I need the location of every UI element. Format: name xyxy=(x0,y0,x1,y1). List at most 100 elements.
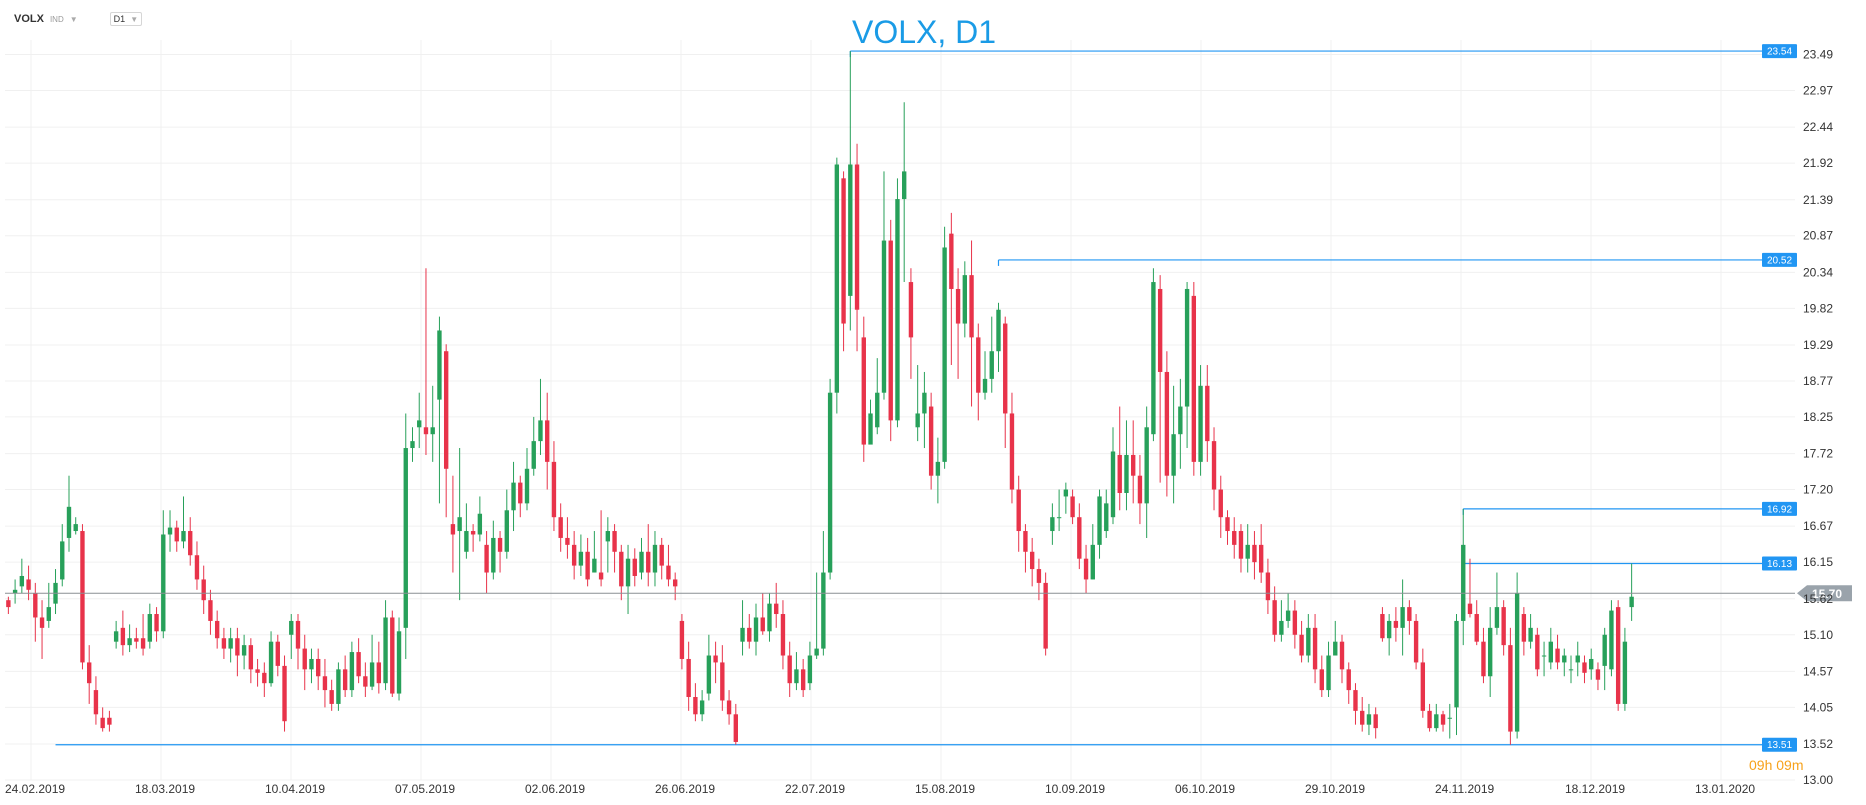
candle-body xyxy=(1144,427,1149,504)
candle-body xyxy=(120,627,126,646)
candle-body xyxy=(1474,614,1479,642)
candle-body xyxy=(235,638,240,656)
candle-body xyxy=(1326,655,1331,691)
y-tick-label: 22.97 xyxy=(1803,83,1833,97)
candle xyxy=(1487,607,1493,698)
candle xyxy=(1151,268,1156,442)
candle-body xyxy=(1440,714,1446,725)
candle-body xyxy=(356,652,361,677)
level-tag-label: 16.92 xyxy=(1767,504,1792,515)
candle xyxy=(531,416,536,476)
candle-body xyxy=(1575,655,1580,663)
candle-body xyxy=(713,655,718,663)
candle-body xyxy=(60,541,65,580)
candle-body xyxy=(275,641,280,666)
candle-body xyxy=(1333,641,1338,656)
candle-body xyxy=(417,420,422,428)
candle-body xyxy=(1501,607,1506,646)
candle xyxy=(1319,655,1324,698)
candle xyxy=(322,658,328,708)
candle xyxy=(1326,641,1331,698)
candle xyxy=(996,302,1001,372)
candle-body xyxy=(679,620,685,659)
candle xyxy=(693,683,698,722)
candle-body xyxy=(6,600,11,608)
candle-body xyxy=(73,524,78,532)
candle-body xyxy=(1225,517,1230,532)
candle xyxy=(120,610,126,656)
candle-body xyxy=(1178,406,1183,435)
candle-body xyxy=(592,558,597,573)
candle xyxy=(511,461,516,532)
candle xyxy=(699,690,705,722)
candle xyxy=(740,600,745,656)
candle xyxy=(6,596,11,615)
candle xyxy=(915,365,920,442)
candle-body xyxy=(309,658,314,670)
candle-body xyxy=(1157,288,1163,372)
candle xyxy=(1285,593,1291,628)
candle xyxy=(753,603,759,656)
candle xyxy=(255,658,260,687)
candle xyxy=(228,627,233,663)
y-tick-label: 13.52 xyxy=(1803,737,1833,751)
candle xyxy=(1461,508,1466,646)
candle-countdown: 09h 09m xyxy=(1749,757,1804,773)
candle-body xyxy=(1104,503,1109,532)
candle-body xyxy=(1171,434,1176,476)
candle-body xyxy=(430,427,435,435)
timeframe-select[interactable]: D1 ▼ xyxy=(109,12,143,26)
candle xyxy=(464,503,469,559)
candle xyxy=(1205,365,1210,462)
x-tick-label: 26.06.2019 xyxy=(655,782,715,796)
candle xyxy=(1373,707,1378,739)
candle-body xyxy=(470,531,476,535)
candle-body xyxy=(693,697,698,715)
symbol-name[interactable]: VOLX xyxy=(14,13,44,25)
candle xyxy=(1265,558,1271,615)
candle xyxy=(329,679,334,711)
candle-body xyxy=(154,614,159,632)
candle xyxy=(1083,544,1089,594)
candle xyxy=(275,634,280,677)
candle xyxy=(881,171,887,400)
candle xyxy=(342,655,348,698)
candle xyxy=(1467,558,1473,618)
candle xyxy=(1434,703,1439,732)
candle xyxy=(410,427,415,462)
candle xyxy=(1157,275,1163,483)
candle-body xyxy=(740,627,745,642)
candle xyxy=(470,524,476,552)
candle-body xyxy=(410,441,415,449)
level-tag xyxy=(1762,252,1797,267)
symbol-dropdown-icon[interactable]: ▼ xyxy=(69,14,78,24)
candle-body xyxy=(214,620,220,639)
candle xyxy=(336,662,341,711)
candle-body xyxy=(1265,572,1271,601)
candle xyxy=(1407,600,1412,635)
candle xyxy=(1191,282,1197,476)
candle-body xyxy=(1252,544,1257,563)
candle-body xyxy=(895,199,900,421)
candle xyxy=(1029,537,1035,587)
candle-body xyxy=(1454,620,1459,708)
candle xyxy=(558,503,563,552)
candle-body xyxy=(935,461,941,476)
candle xyxy=(268,631,274,687)
candle-body xyxy=(1258,544,1264,573)
candle-body xyxy=(1070,496,1075,518)
candle-body xyxy=(1339,641,1345,670)
x-tick-label: 06.10.2019 xyxy=(1175,782,1235,796)
candle xyxy=(87,645,92,704)
candle-body xyxy=(1541,655,1547,657)
candle-body xyxy=(107,717,112,725)
candle xyxy=(1548,627,1553,670)
level-tag xyxy=(1762,737,1797,752)
candle xyxy=(747,614,752,649)
candle-body xyxy=(33,593,38,618)
countdown-minutes: 09 xyxy=(1776,757,1792,773)
candle xyxy=(1494,572,1500,635)
candle xyxy=(383,600,388,691)
candle xyxy=(235,627,240,677)
candle-body xyxy=(504,510,509,552)
